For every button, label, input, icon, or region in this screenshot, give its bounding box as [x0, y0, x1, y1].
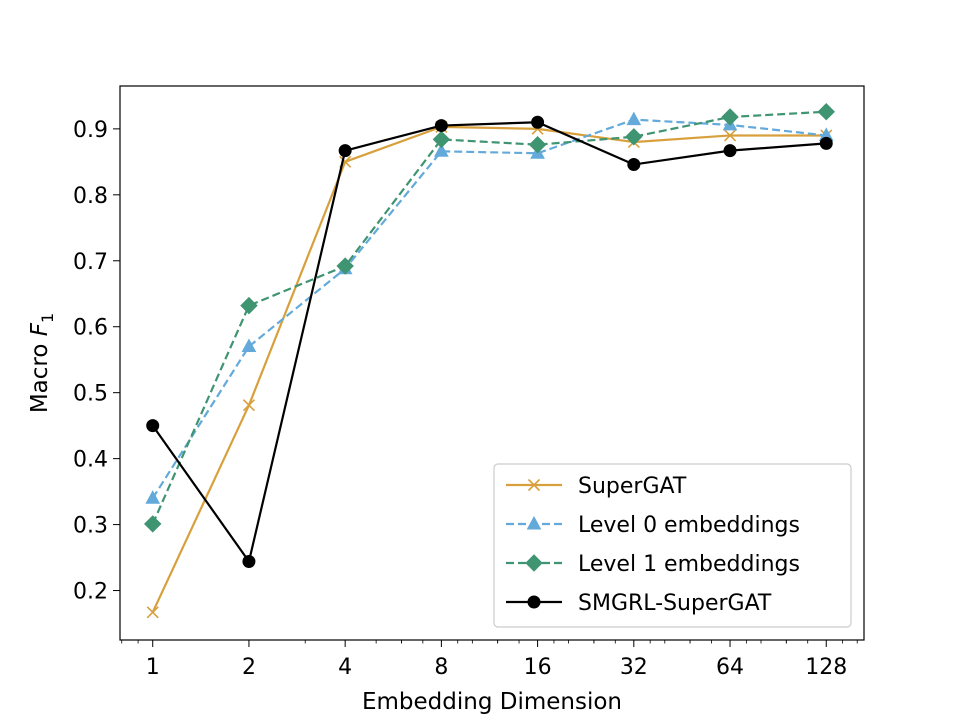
- x-tick-label: 8: [434, 655, 448, 680]
- data-point-supergat: [146, 606, 159, 619]
- data-point-supergat: [723, 129, 737, 142]
- series-smgrl-supergat: [146, 115, 833, 569]
- y-axis-label-prefix: Macro: [27, 336, 53, 413]
- legend-marker: [527, 595, 541, 609]
- y-tick-label: 0.8: [73, 184, 108, 209]
- data-point-smgrl-supergat: [434, 119, 448, 133]
- series-line-level-0-embeddings: [151, 118, 827, 499]
- plot-area: [144, 103, 835, 619]
- y-tick-label: 0.5: [73, 382, 108, 407]
- data-point-smgrl-supergat: [531, 115, 545, 129]
- legend-label: SuperGAT: [578, 474, 687, 499]
- series-line-supergat: [151, 125, 827, 613]
- series-line-level-1-embeddings: [151, 110, 827, 525]
- data-point-level-1-embeddings: [817, 103, 835, 121]
- legend-entry-level-0-embeddings: Level 0 embeddings: [506, 513, 800, 538]
- legend-entry-supergat: SuperGAT: [506, 474, 687, 499]
- legend-frame: [493, 463, 852, 628]
- data-point-smgrl-supergat: [242, 555, 256, 569]
- y-tick-label: 0.4: [73, 448, 108, 473]
- series-line-smgrl-supergat: [151, 121, 827, 563]
- legend-label: Level 0 embeddings: [578, 513, 800, 538]
- x-tick-label: 2: [242, 655, 256, 680]
- data-point-level-1-embeddings: [240, 296, 258, 315]
- legend-marker: [527, 478, 541, 492]
- legend-label: Level 1 embeddings: [578, 552, 800, 577]
- legend-entry-smgrl-supergat: SMGRL-SuperGAT: [506, 591, 772, 616]
- legend-marker: [525, 554, 543, 572]
- series-level-1-embeddings: [144, 103, 835, 533]
- legend-marker: [526, 515, 542, 530]
- x-tick-label: 4: [338, 655, 352, 680]
- y-tick-label: 0.7: [73, 250, 108, 275]
- data-point-level-1-embeddings: [721, 108, 739, 126]
- axes-frame: [119, 85, 865, 641]
- data-point-level-1-embeddings: [144, 515, 162, 533]
- legend-entry-level-1-embeddings: Level 1 embeddings: [506, 552, 800, 577]
- data-point-smgrl-supergat: [146, 419, 160, 433]
- x-tick-label: 1: [146, 655, 160, 680]
- y-tick-label: 0.6: [73, 316, 108, 341]
- data-point-level-0-embeddings: [626, 111, 642, 126]
- y-axis-label-subscript: 1: [38, 313, 57, 323]
- x-tick-label: 128: [805, 655, 847, 680]
- data-point-smgrl-supergat: [819, 136, 833, 150]
- x-axis-label: Embedding Dimension: [362, 689, 622, 715]
- y-tick-label: 0.3: [73, 514, 108, 539]
- y-axis-label-symbol: F: [27, 322, 53, 336]
- data-point-smgrl-supergat: [338, 144, 352, 158]
- data-point-level-0-embeddings: [434, 143, 449, 157]
- data-point-level-1-embeddings: [625, 128, 643, 146]
- x-axis: 1 2 4 8 16 32 64 128: [146, 640, 847, 680]
- data-point-smgrl-supergat: [627, 157, 641, 171]
- x-tick-label: 16: [524, 655, 552, 680]
- data-point-level-0-embeddings: [241, 338, 257, 353]
- y-tick-label: 0.9: [73, 118, 108, 143]
- y-axis-label: Macro F1: [27, 313, 57, 413]
- y-tick-label: 0.2: [73, 580, 108, 605]
- data-point-supergat: [242, 399, 256, 412]
- x-tick-label: 32: [620, 655, 648, 680]
- y-axis: 0.2 0.3 0.4 0.5 0.6 0.7 0.8 0.9: [73, 118, 120, 605]
- data-point-level-1-embeddings: [336, 257, 354, 275]
- data-point-level-1-embeddings: [432, 130, 451, 149]
- legend: SuperGAT Level 0 embeddings Level 1 embedd…: [493, 463, 852, 628]
- data-point-level-1-embeddings: [528, 135, 547, 154]
- legend-label: SMGRL-SuperGAT: [578, 591, 772, 616]
- data-point-level-0-embeddings: [145, 490, 161, 504]
- x-tick-label: 64: [716, 655, 744, 680]
- data-point-smgrl-supergat: [723, 144, 737, 158]
